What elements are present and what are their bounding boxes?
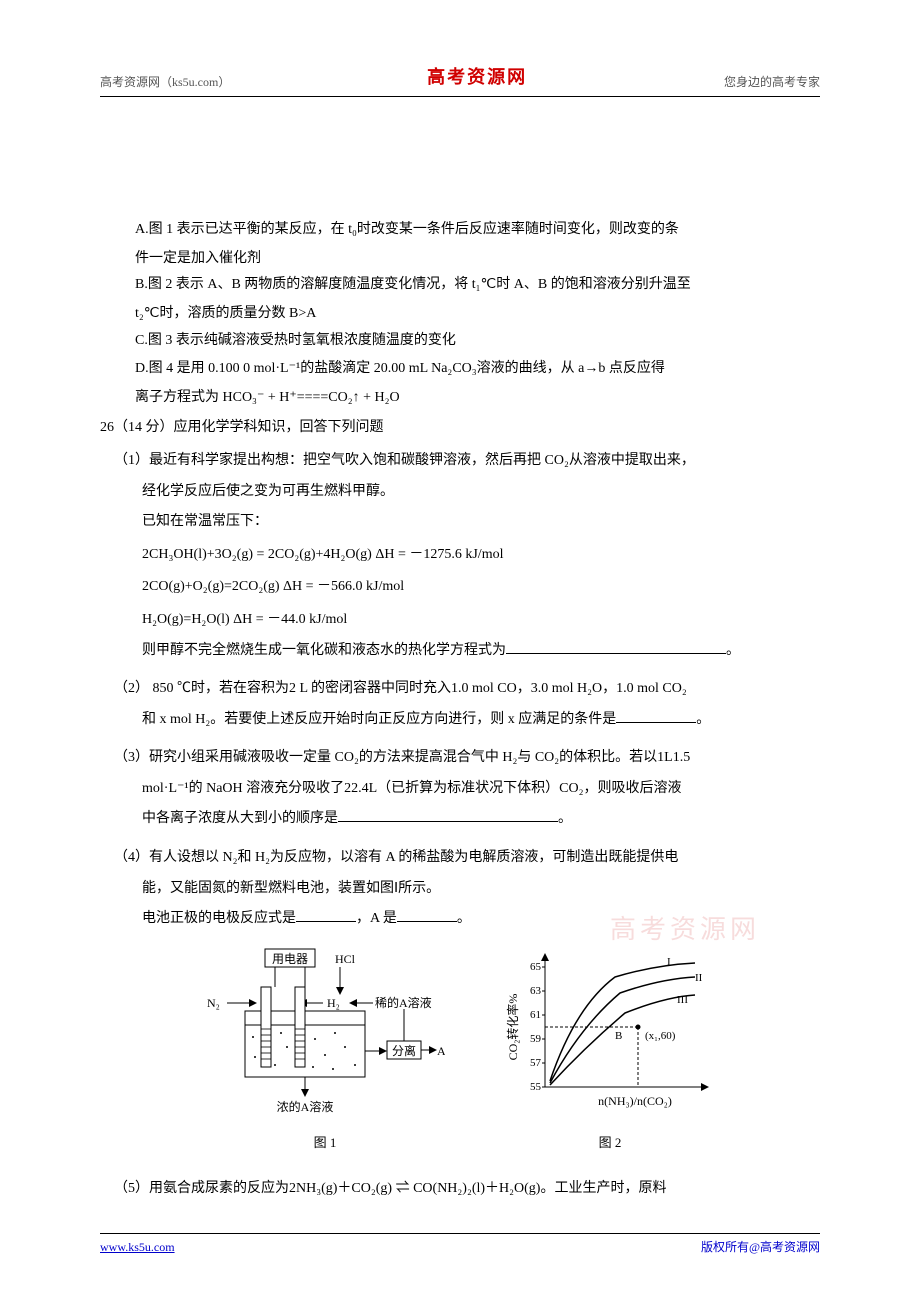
footer-right: 版权所有@高考资源网: [701, 1236, 820, 1259]
q26-5-post: 。工业生产时，原料: [540, 1181, 666, 1196]
footer-left: www.ks5u.com: [100, 1236, 175, 1259]
page: 高考资源网（ks5u.com） 高考资源网 您身边的高考专家 高考资源网 A.图…: [0, 0, 920, 1302]
fig2-ylabel: CO₂转化率%: [505, 993, 520, 1060]
option-a-l1: A.图 1 表示已达平衡的某反应，在 t₀时改变某一条件后反应速率随时间变化，则…: [135, 222, 679, 237]
blank-2: [616, 722, 696, 723]
figure-2: 55 57 59 61 63 65: [505, 947, 715, 1156]
header-center: 高考资源网: [427, 60, 527, 94]
fig1-device: 用电器: [272, 952, 308, 966]
header-left: 高考资源网（ks5u.com）: [100, 71, 230, 94]
q26-5-pre: （5）用氨合成尿素的反应为: [114, 1181, 289, 1196]
fig1-conc: 浓的A溶液: [277, 1099, 334, 1114]
q26-eq3: H₂O(g)=H₂O(l) ΔH = －44.0 kJ/mol: [142, 607, 820, 634]
q26-1a: （1）最近有科学家提出构想：把空气吹入饱和碳酸钾溶液，然后再把 CO₂从溶液中提…: [114, 448, 820, 475]
q26-3c: 中各离子浓度从大到小的顺序是。: [142, 806, 820, 833]
option-a-cont: 件一定是加入催化剂: [135, 246, 820, 273]
blank-1: [506, 653, 726, 654]
q26-4b: 能，又能固氮的新型燃料电池，装置如图Ⅰ所示。: [142, 876, 820, 903]
figure-1-svg: 用电器 HCl N₂ H₂: [205, 947, 445, 1117]
svg-text:63: 63: [530, 985, 542, 997]
figure-1: 用电器 HCl N₂ H₂: [205, 947, 445, 1156]
fig1-hcl: HCl: [335, 952, 356, 966]
q26-4a: （4）有人设想以 N₂和 H₂为反应物，以溶有 A 的稀盐酸为电解质溶液，可制造…: [114, 845, 820, 872]
option-a: A.图 1 表示已达平衡的某反应，在 t₀时改变某一条件后反应速率随时间变化，则…: [135, 217, 820, 244]
q26-1c: 已知在常温常压下：: [142, 509, 820, 536]
option-b-cont: t₂℃时，溶质的质量分数 B>A: [135, 301, 820, 328]
q26-3c-text: 中各离子浓度从大到小的顺序是: [142, 811, 338, 826]
page-header: 高考资源网（ks5u.com） 高考资源网 您身边的高考专家: [100, 60, 820, 97]
option-d: D.图 4 是用 0.100 0 mol·L⁻¹的盐酸滴定 20.00 mL N…: [135, 356, 820, 383]
svg-text:59: 59: [530, 1033, 542, 1045]
blank-4b: [397, 921, 457, 922]
q26-4c: 电池正极的电极反应式是，A 是。: [142, 906, 820, 933]
option-b-l1: B.图 2 表示 A、B 两物质的溶解度随温度变化情况，将 t₁℃时 A、B 的…: [135, 277, 691, 292]
q26-1d-text: 则甲醇不完全燃烧生成一氧化碳和液态水的热化学方程式为: [142, 643, 506, 658]
svg-text:B: B: [615, 1030, 622, 1042]
svg-text:I: I: [667, 956, 671, 968]
q26-4c-mid: ，A 是: [356, 911, 397, 926]
q26-3b: mol·L⁻¹的 NaOH 溶液充分吸收了22.4L（已折算为标准状况下体积）C…: [142, 776, 820, 803]
fig1-toA: A: [437, 1044, 445, 1058]
page-footer: www.ks5u.com 版权所有@高考资源网: [100, 1233, 820, 1259]
option-d-cont: 离子方程式为 HCO₃⁻ + H⁺====CO₂↑ + H₂O: [135, 385, 820, 412]
blank-3: [338, 821, 558, 822]
q26-eq1: 2CH₃OH(l)+3O₂(g) = 2CO₂(g)+4H₂O(g) ΔH = …: [142, 542, 820, 569]
q26-eq2: 2CO(g)+O₂(g)=2CO₂(g) ΔH = －566.0 kJ/mol: [142, 574, 820, 601]
fig1-n2: N₂: [207, 996, 220, 1010]
q26-5: （5）用氨合成尿素的反应为2NH₃(g)＋CO₂(g) ⇌ CO(NH₂)₂(l…: [114, 1176, 820, 1203]
content: A.图 1 表示已达平衡的某反应，在 t₀时改变某一条件后反应速率随时间变化，则…: [100, 217, 820, 1203]
q26-4c-pre: 电池正极的电极反应式是: [142, 911, 296, 926]
q26-2a: （2） 850 ℃时，若在容积为2 L 的密闭容器中同时充入1.0 mol CO…: [114, 676, 820, 703]
q26-2b-text: 和 x mol H₂。若要使上述反应开始时向正反应方向进行，则 x 应满足的条件…: [142, 712, 616, 727]
q26-2b: 和 x mol H₂。若要使上述反应开始时向正反应方向进行，则 x 应满足的条件…: [142, 707, 820, 734]
svg-text:61: 61: [530, 1009, 541, 1021]
fig1-caption: 图 1: [205, 1131, 445, 1156]
svg-text:57: 57: [530, 1057, 542, 1069]
q26-5-eq: 2NH₃(g)＋CO₂(g) ⇌ CO(NH₂)₂(l)＋H₂O(g): [289, 1181, 540, 1196]
fig2-xlabel: n(NH₃)/n(CO₂): [598, 1094, 672, 1108]
fig1-sep: 分离: [392, 1043, 416, 1058]
option-c: C.图 3 表示纯碱溶液受热时氢氧根浓度随温度的变化: [135, 328, 820, 355]
figures-row: 用电器 HCl N₂ H₂: [100, 947, 820, 1156]
q26-head: 26（14 分）应用化学学科知识，回答下列问题: [100, 415, 820, 442]
svg-text:III: III: [677, 994, 688, 1006]
header-right: 您身边的高考专家: [724, 71, 820, 94]
fig1-h2: H₂: [327, 996, 340, 1010]
fig2-point: (x₁,60): [645, 1030, 676, 1042]
svg-text:55: 55: [530, 1081, 542, 1093]
svg-text:65: 65: [530, 961, 542, 973]
option-d-l1: D.图 4 是用 0.100 0 mol·L⁻¹的盐酸滴定 20.00 mL N…: [135, 361, 665, 376]
fig1-dilute: 稀的A溶液: [375, 995, 432, 1010]
q26-1b: 经化学反应后使之变为可再生燃料甲醇。: [142, 479, 820, 506]
option-b: B.图 2 表示 A、B 两物质的溶解度随温度变化情况，将 t₁℃时 A、B 的…: [135, 272, 820, 299]
fig2-caption: 图 2: [505, 1131, 715, 1156]
q26-1d: 则甲醇不完全燃烧生成一氧化碳和液态水的热化学方程式为。: [142, 638, 820, 665]
figure-2-svg: 55 57 59 61 63 65: [505, 947, 715, 1117]
svg-text:II: II: [695, 972, 703, 984]
q26-3a: （3）研究小组采用碱液吸收一定量 CO₂的方法来提高混合气中 H₂与 CO₂的体…: [114, 745, 820, 772]
blank-4a: [296, 921, 356, 922]
